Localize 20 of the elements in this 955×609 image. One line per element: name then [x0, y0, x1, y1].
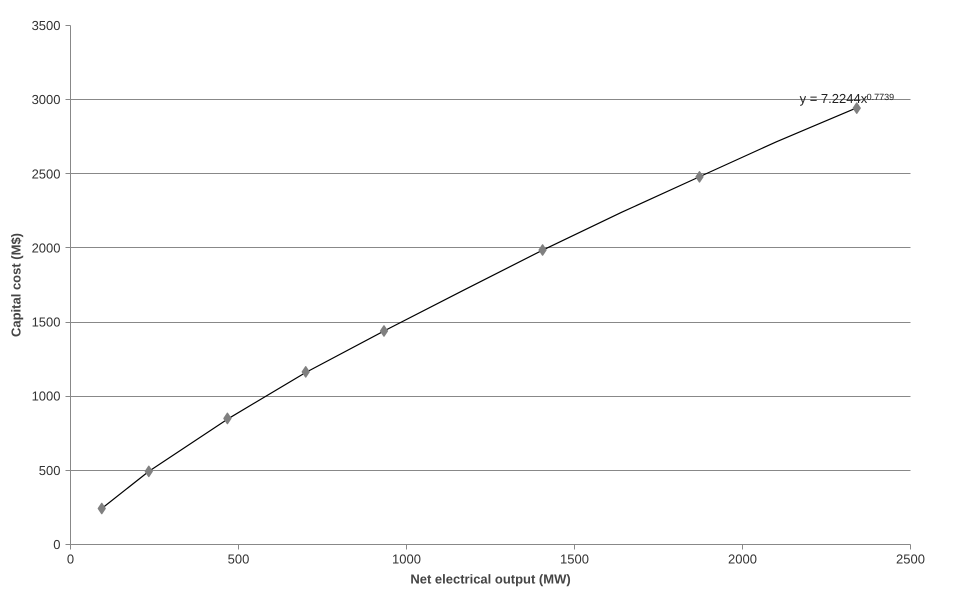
- point: [380, 324, 388, 337]
- y-axis-title: Capital cost (M$): [8, 232, 24, 338]
- y-tick-label: 1000: [32, 388, 60, 404]
- point: [538, 244, 547, 256]
- x-tick-label: 2000: [728, 552, 757, 566]
- x-tick-label: 1500: [560, 552, 589, 566]
- y-tick-label: 0: [53, 537, 61, 552]
- point: [223, 412, 232, 424]
- x-tick-label: 500: [228, 552, 250, 566]
- y-tick-label: 1500: [32, 314, 60, 330]
- y-tick-label: 3000: [32, 92, 60, 108]
- y-tick-label: 500: [38, 462, 61, 478]
- x-tick-label: 0: [66, 552, 74, 566]
- y-tick-label: 2000: [32, 240, 60, 256]
- x-tick-label: 2500: [896, 552, 925, 566]
- y-tick-label: 2500: [32, 166, 60, 182]
- x-tick-label: 1000: [392, 552, 421, 566]
- y-tick-label: 3500: [32, 18, 60, 33]
- x-axis-title: Net electrical output (MW): [410, 572, 571, 586]
- point: [695, 170, 704, 183]
